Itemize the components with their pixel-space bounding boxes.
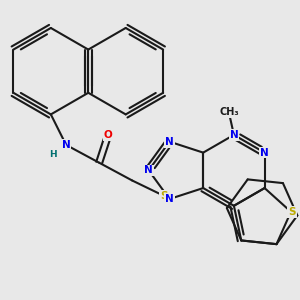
- Text: N: N: [144, 165, 153, 175]
- Text: CH₃: CH₃: [219, 107, 239, 117]
- Text: N: N: [230, 130, 238, 140]
- Text: N: N: [165, 137, 174, 147]
- Text: N: N: [62, 140, 70, 150]
- Text: S: S: [160, 191, 167, 201]
- Text: H: H: [50, 150, 57, 159]
- Text: S: S: [288, 207, 296, 217]
- Text: O: O: [104, 130, 113, 140]
- Text: N: N: [165, 194, 174, 204]
- Text: N: N: [260, 148, 269, 158]
